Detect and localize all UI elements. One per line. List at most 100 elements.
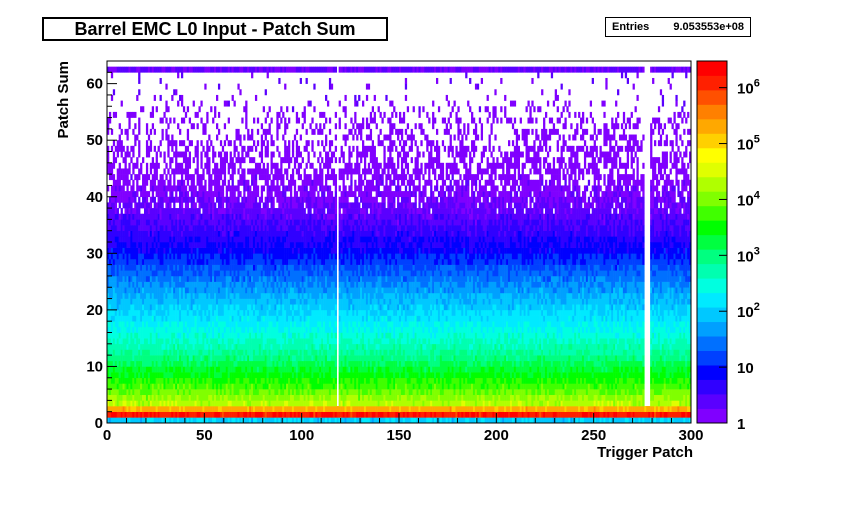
heatmap-cell [260, 326, 264, 333]
heatmap-cell [124, 258, 127, 265]
heatmap-cell [132, 298, 135, 305]
heatmap-cell [204, 151, 207, 158]
heatmap-cell [229, 253, 232, 260]
heatmap-cell [293, 366, 297, 373]
heatmap-cell [175, 281, 178, 288]
heatmap-cell [171, 338, 174, 345]
heatmap-cell [143, 66, 147, 73]
heatmap-cell [268, 298, 271, 305]
heatmap-cell [272, 417, 275, 424]
heatmap-cell [180, 264, 184, 271]
heatmap-cell [157, 315, 160, 322]
heatmap-cell [256, 417, 260, 424]
heatmap-cell [264, 230, 267, 237]
heatmap-cell [268, 394, 271, 401]
heatmap-cell [217, 258, 221, 265]
heatmap-cell [274, 247, 277, 254]
heatmap-cell [282, 225, 285, 231]
heatmap-cell [243, 202, 246, 209]
heatmap-cell [270, 225, 273, 231]
heatmap-cell [210, 372, 213, 379]
heatmap-cell [221, 179, 225, 186]
heatmap-cell [288, 179, 291, 186]
heatmap-cell [214, 225, 217, 231]
heatmap-cell [254, 196, 258, 203]
heatmap-cell [299, 219, 302, 226]
heatmap-cell [208, 145, 211, 152]
heatmap-cell [274, 394, 277, 401]
heatmap-cell [128, 315, 131, 322]
heatmap-cell [237, 366, 240, 373]
heatmap-cell [204, 202, 207, 209]
heatmap-cell [305, 236, 308, 243]
heatmap-cell [243, 106, 246, 113]
heatmap-cell [145, 179, 149, 186]
heatmap-cell [159, 298, 162, 305]
stats-label: Entries [612, 21, 650, 33]
heatmap-cell [278, 417, 281, 424]
heatmap-cell [151, 219, 155, 226]
heatmap-cell [204, 191, 207, 198]
heatmap-cell [200, 258, 203, 265]
heatmap-cell [202, 400, 205, 407]
heatmap-cell [159, 417, 162, 424]
heatmap-cell [251, 134, 254, 141]
heatmap-cell [247, 360, 250, 367]
heatmap-cell [175, 275, 178, 282]
heatmap-cell [132, 417, 135, 424]
heatmap-cell [249, 360, 252, 367]
heatmap-cell [276, 372, 279, 379]
heatmap-cell [155, 162, 158, 169]
heatmap-cell [122, 309, 125, 316]
heatmap-cell [278, 292, 281, 299]
heatmap-cell [198, 304, 201, 311]
heatmap-cell [167, 264, 170, 271]
heatmap-cell [270, 247, 273, 254]
heatmap-cell [124, 281, 127, 288]
heatmap-cell [262, 394, 265, 401]
heatmap-cell [140, 191, 143, 198]
heatmap-cell [142, 304, 145, 311]
heatmap-cell [122, 400, 125, 407]
heatmap-cell [249, 400, 252, 407]
heatmap-cell [118, 191, 121, 198]
heatmap-cell [180, 66, 184, 73]
heatmap-cell [167, 275, 170, 282]
heatmap-cell [251, 230, 254, 237]
heatmap-cell [219, 196, 223, 203]
heatmap-cell [301, 383, 304, 390]
heatmap-cell [190, 191, 193, 198]
heatmap-cell [186, 145, 190, 152]
heatmap-cell [254, 349, 258, 356]
heatmap-cell [163, 253, 166, 260]
heatmap-cell [171, 400, 174, 407]
heatmap-cell [145, 225, 149, 231]
heatmap-cell [235, 258, 238, 265]
heatmap-cell [116, 179, 119, 186]
heatmap-cell [278, 196, 281, 203]
heatmap-cell [153, 202, 156, 209]
heatmap-cell [241, 66, 244, 73]
heatmap-cell [147, 304, 151, 311]
heatmap-cell [167, 326, 170, 333]
heatmap-cell [305, 343, 308, 350]
heatmap-cell [202, 355, 205, 362]
heatmap-cell [219, 315, 223, 322]
heatmap-cell [301, 366, 304, 373]
heatmap-cell [301, 225, 304, 231]
heatmap-cell [243, 191, 246, 198]
heatmap-cell [251, 281, 254, 288]
heatmap-cell [221, 208, 225, 215]
heatmap-cell [293, 191, 297, 198]
heatmap-cell [180, 174, 184, 181]
heatmap-cell [173, 242, 176, 248]
heatmap-cell [301, 332, 304, 339]
heatmap-cell [249, 394, 252, 401]
heatmap-cell [153, 411, 156, 418]
heatmap-cell [276, 111, 279, 118]
heatmap-cell [219, 162, 223, 169]
heatmap-cell [260, 349, 264, 356]
heatmap-cell [165, 270, 168, 277]
heatmap-cell [175, 140, 178, 147]
heatmap-cell [198, 270, 201, 277]
